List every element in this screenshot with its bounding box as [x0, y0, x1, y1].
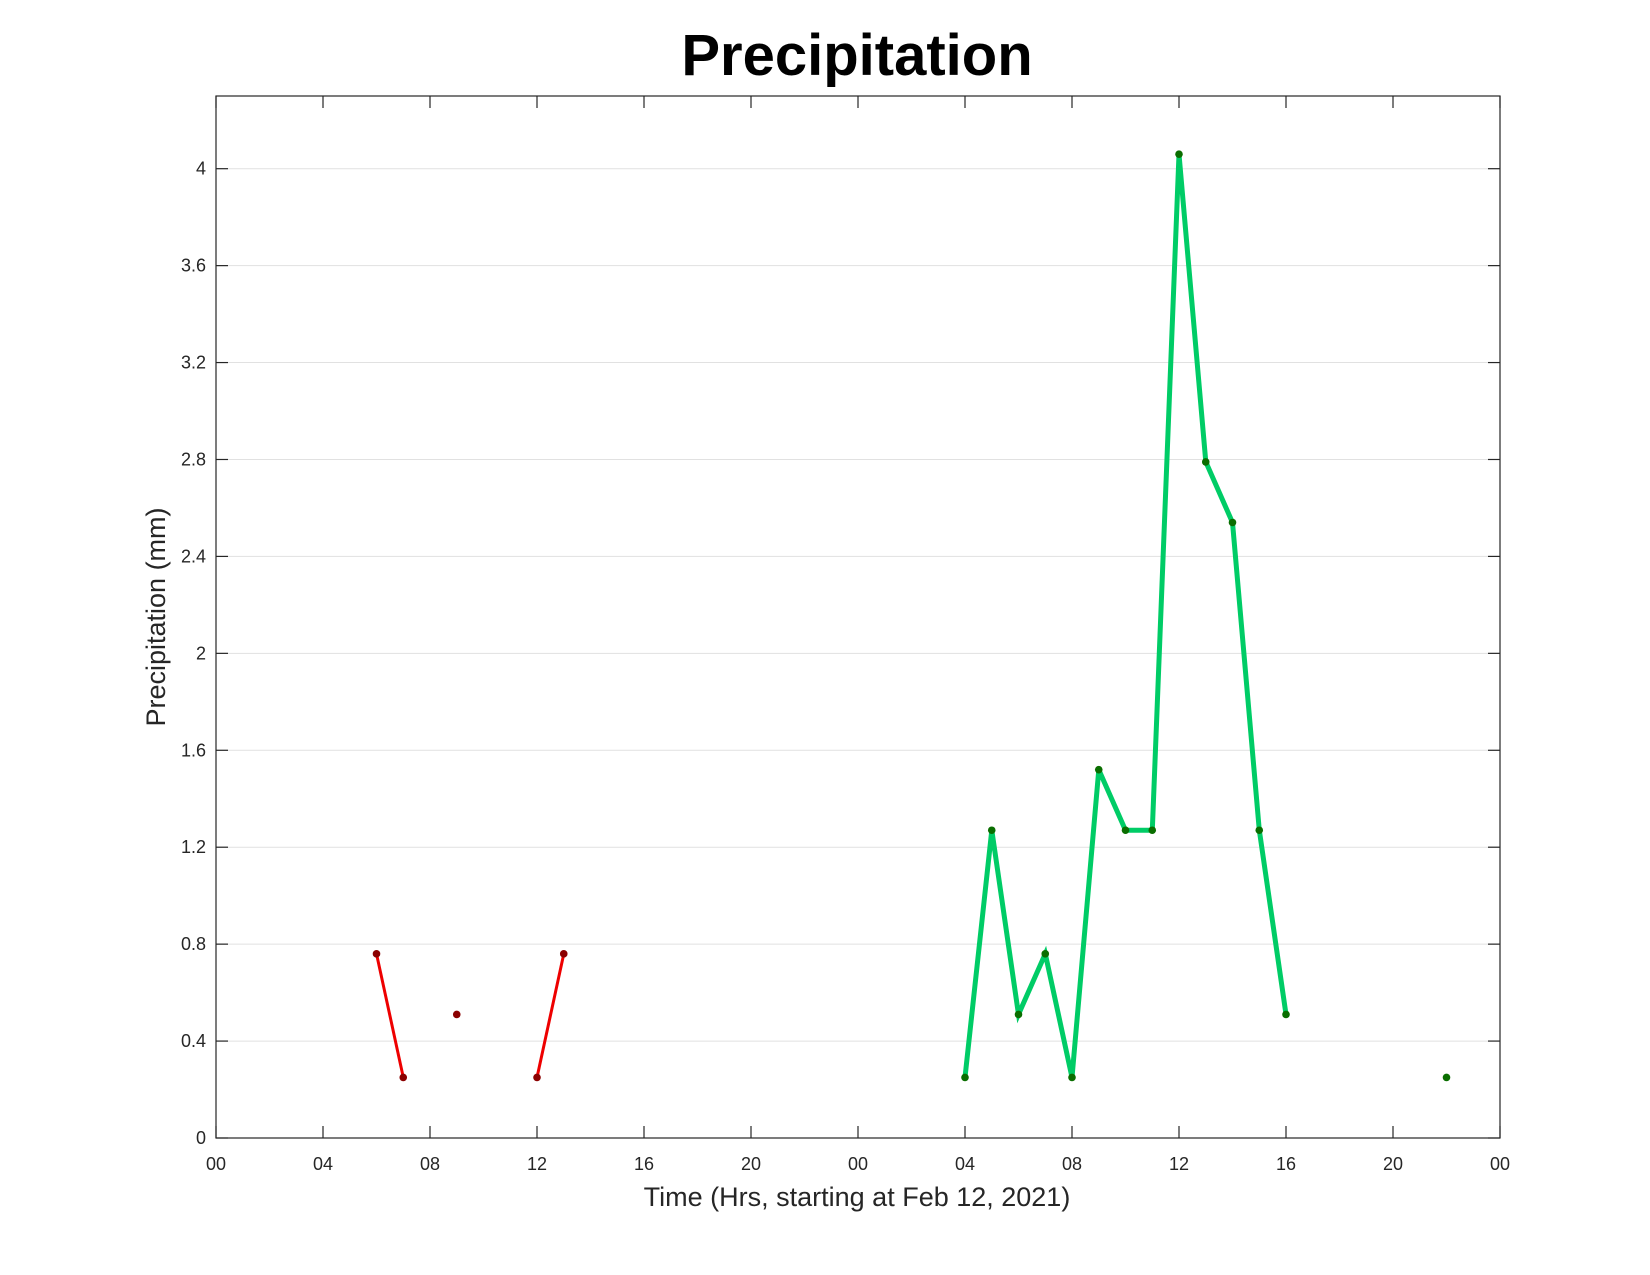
axis-ticks — [215, 96, 1501, 1139]
y-tick-label: 0.4 — [181, 1031, 206, 1051]
series-2-point — [961, 1073, 969, 1082]
series-2-point — [1148, 826, 1157, 835]
x-axis-tick-labels: 00 04 08 12 16 20 00 04 08 12 16 20 00 — [206, 1154, 1510, 1174]
chart-title: Precipitation — [681, 23, 1032, 88]
series-2-point — [1175, 150, 1183, 158]
y-tick-label: 2.8 — [181, 449, 206, 469]
series-2-point — [1041, 950, 1050, 958]
series-1-point — [399, 1073, 408, 1082]
series-2-point — [1201, 458, 1210, 466]
x-tick-label: 08 — [1062, 1154, 1082, 1174]
series-2-point — [1255, 826, 1264, 835]
x-tick-label: 00 — [848, 1154, 868, 1174]
series-2-point — [1282, 1010, 1290, 1019]
series-1-line-segment — [375, 953, 405, 1078]
series-2-point — [1228, 518, 1237, 527]
y-axis-tick-labels: 0 0.4 0.8 1.2 1.6 2 2.4 2.8 3.2 3.6 4 — [181, 159, 206, 1148]
x-tick-label: 00 — [1490, 1154, 1510, 1174]
x-tick-label: 20 — [1383, 1154, 1403, 1174]
series-2-point — [1121, 826, 1130, 835]
y-tick-label: 1.2 — [181, 837, 206, 857]
x-tick-label: 20 — [741, 1154, 761, 1174]
series-2-point — [1094, 765, 1103, 774]
y-tick-label: 1.6 — [181, 740, 206, 760]
series-1-point — [372, 950, 381, 958]
y-tick-label: 3.6 — [181, 256, 206, 276]
series-2-point — [987, 826, 996, 835]
x-tick-label: 16 — [634, 1154, 654, 1174]
grid-lines — [216, 168, 1500, 1042]
series-2-point — [1068, 1073, 1076, 1082]
y-tick-label: 0.8 — [181, 934, 206, 954]
series-lines — [375, 153, 1289, 1078]
series-1-point — [533, 1073, 541, 1082]
y-axis-label: Precipitation (mm) — [141, 507, 171, 726]
series-1-line-segment — [535, 953, 566, 1078]
y-tick-label: 2 — [196, 643, 206, 663]
y-tick-label: 2.4 — [181, 546, 206, 566]
x-tick-label: 16 — [1276, 1154, 1296, 1174]
x-tick-label: 04 — [313, 1154, 333, 1174]
series-2-point — [1014, 1010, 1023, 1019]
x-tick-label: 12 — [527, 1154, 547, 1174]
x-tick-label: 08 — [420, 1154, 440, 1174]
series-1-point — [559, 950, 568, 958]
x-tick-label: 04 — [955, 1154, 975, 1174]
series-2-point — [1442, 1073, 1451, 1082]
series-1-point — [452, 1010, 461, 1019]
x-tick-label: 00 — [206, 1154, 226, 1174]
x-axis-label: Time (Hrs, starting at Feb 12, 2021) — [644, 1182, 1071, 1212]
y-tick-label: 3.2 — [181, 353, 206, 373]
plot-area-frame — [215, 95, 1501, 1139]
x-tick-label: 12 — [1169, 1154, 1189, 1174]
data-markers — [372, 150, 1451, 1082]
series-2-line-segment — [962, 153, 1289, 1078]
y-tick-label: 0 — [196, 1128, 206, 1148]
y-tick-label: 4 — [196, 159, 206, 179]
